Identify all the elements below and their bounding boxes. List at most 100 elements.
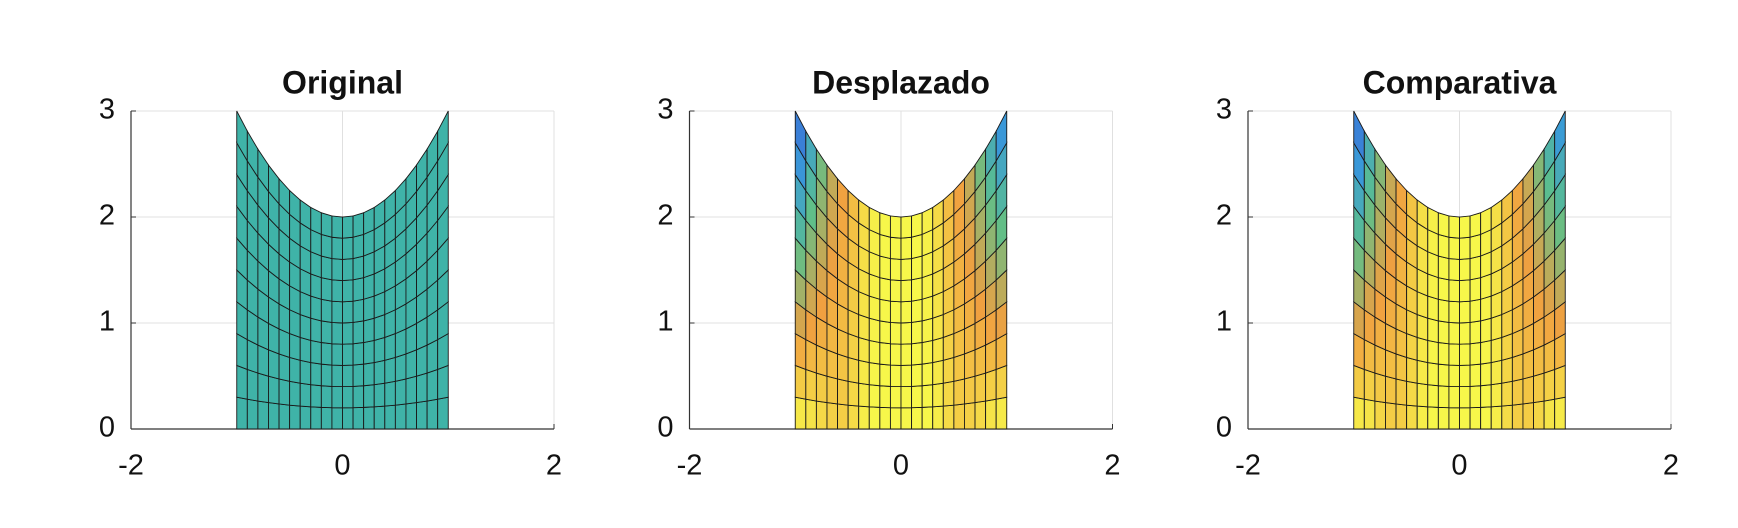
- mesh-cell: [405, 375, 417, 405]
- mesh-cell: [889, 258, 902, 282]
- mesh-cell: [1385, 349, 1397, 380]
- mesh-cell: [921, 206, 934, 236]
- mesh-cell: [879, 212, 891, 238]
- mesh-cell: [373, 382, 386, 408]
- mesh-cell: [847, 332, 860, 361]
- mesh-cell: [900, 300, 913, 324]
- mesh-cell: [310, 384, 322, 408]
- mesh-cell: [1374, 344, 1386, 377]
- mesh-cell: [1469, 320, 1482, 345]
- mesh-cell: [342, 385, 354, 409]
- y-tick-label: 2: [1216, 200, 1232, 232]
- mesh-cell: [1395, 378, 1408, 406]
- mesh-cell: [932, 336, 944, 364]
- mesh-cell: [953, 403, 965, 430]
- mesh-cell: [384, 356, 396, 384]
- mesh-cell: [879, 233, 891, 260]
- mesh-cell: [1437, 406, 1450, 430]
- mesh-cell: [932, 382, 944, 408]
- mesh-cell: [278, 353, 291, 382]
- mesh-cell: [868, 206, 881, 236]
- mesh-cell: [384, 380, 396, 407]
- mesh-cell: [352, 212, 365, 238]
- mesh-cell: [320, 341, 333, 366]
- mesh-cell: [1437, 233, 1450, 260]
- mesh-cell: [246, 368, 259, 402]
- mesh-cell: [879, 363, 891, 387]
- mesh-cell: [1469, 277, 1482, 302]
- mesh-cell: [1427, 339, 1439, 365]
- mesh-cell: [320, 363, 333, 387]
- y-tick-label: 1: [1216, 306, 1232, 338]
- mesh-cell: [1522, 402, 1534, 430]
- mesh-cell: [352, 298, 365, 323]
- mesh-cell: [1554, 364, 1566, 400]
- mesh-cell: [437, 396, 449, 430]
- mesh-cell: [416, 344, 428, 377]
- mesh-cell: [815, 400, 828, 430]
- mesh-cell: [921, 384, 934, 408]
- mesh-cell: [1459, 279, 1471, 303]
- mesh-cell: [879, 298, 891, 323]
- mesh-cell: [995, 364, 1008, 400]
- mesh-cell: [1469, 406, 1482, 430]
- mesh-cell: [815, 372, 828, 404]
- mesh-cell: [352, 233, 365, 260]
- mesh-cell: [1416, 382, 1429, 408]
- mesh-cell: [1416, 336, 1429, 364]
- mesh-cell: [900, 279, 913, 303]
- x-tick-label: 0: [893, 450, 909, 482]
- y-tick-label: 3: [1216, 94, 1232, 126]
- mesh-cell: [246, 398, 259, 430]
- mesh-cell: [310, 362, 322, 387]
- x-tick-label: -2: [677, 450, 703, 482]
- mesh-cell: [942, 404, 955, 430]
- mesh-cell: [942, 380, 955, 407]
- mesh-cell: [1522, 349, 1534, 380]
- mesh-cell: [416, 372, 428, 404]
- mesh-cell: [384, 332, 396, 361]
- mesh-cell: [826, 349, 838, 380]
- mesh-cell: [826, 375, 838, 405]
- mesh-cell: [268, 375, 280, 405]
- mesh-cell: [1427, 317, 1439, 344]
- mesh-cell: [352, 406, 365, 430]
- mesh-cell: [289, 404, 301, 430]
- y-tick-label: 3: [657, 94, 673, 126]
- mesh-cell: [1459, 364, 1471, 388]
- mesh-cell: [1533, 372, 1545, 404]
- mesh-cell: [889, 343, 902, 366]
- mesh-cell: [1437, 212, 1450, 238]
- mesh-cell: [1469, 212, 1482, 238]
- mesh-cell: [805, 398, 817, 430]
- mesh-cell: [900, 407, 913, 430]
- mesh-cell: [879, 341, 891, 366]
- mesh-cell: [1448, 279, 1460, 303]
- mesh-cell: [1533, 344, 1545, 377]
- mesh-cell: [1480, 295, 1492, 322]
- mesh-cell: [1490, 336, 1503, 364]
- mesh-cell: [1437, 341, 1450, 366]
- mesh-cell: [320, 212, 333, 238]
- mesh-cell: [320, 255, 333, 281]
- mesh-cell: [1416, 405, 1429, 430]
- mesh-cell: [900, 385, 913, 409]
- mesh-cell: [1469, 341, 1482, 366]
- mesh-cell: [1448, 385, 1460, 409]
- mesh-cell: [1459, 236, 1471, 260]
- mesh-cell: [847, 404, 860, 430]
- mesh-cell: [868, 406, 881, 430]
- mesh-cell: [320, 320, 333, 345]
- mesh-cell: [1533, 400, 1545, 430]
- mesh-cell: [868, 317, 881, 344]
- mesh-cell: [921, 295, 934, 322]
- mesh-cell: [278, 378, 291, 406]
- mesh-cell: [1469, 233, 1482, 260]
- mesh-cell: [858, 359, 870, 386]
- mesh-cell: [964, 402, 976, 430]
- x-tick-label: 2: [1104, 450, 1120, 482]
- mesh-cell: [310, 339, 322, 365]
- mesh-cell: [394, 403, 407, 430]
- mesh-cell: [278, 403, 291, 430]
- mesh-cell: [921, 317, 934, 344]
